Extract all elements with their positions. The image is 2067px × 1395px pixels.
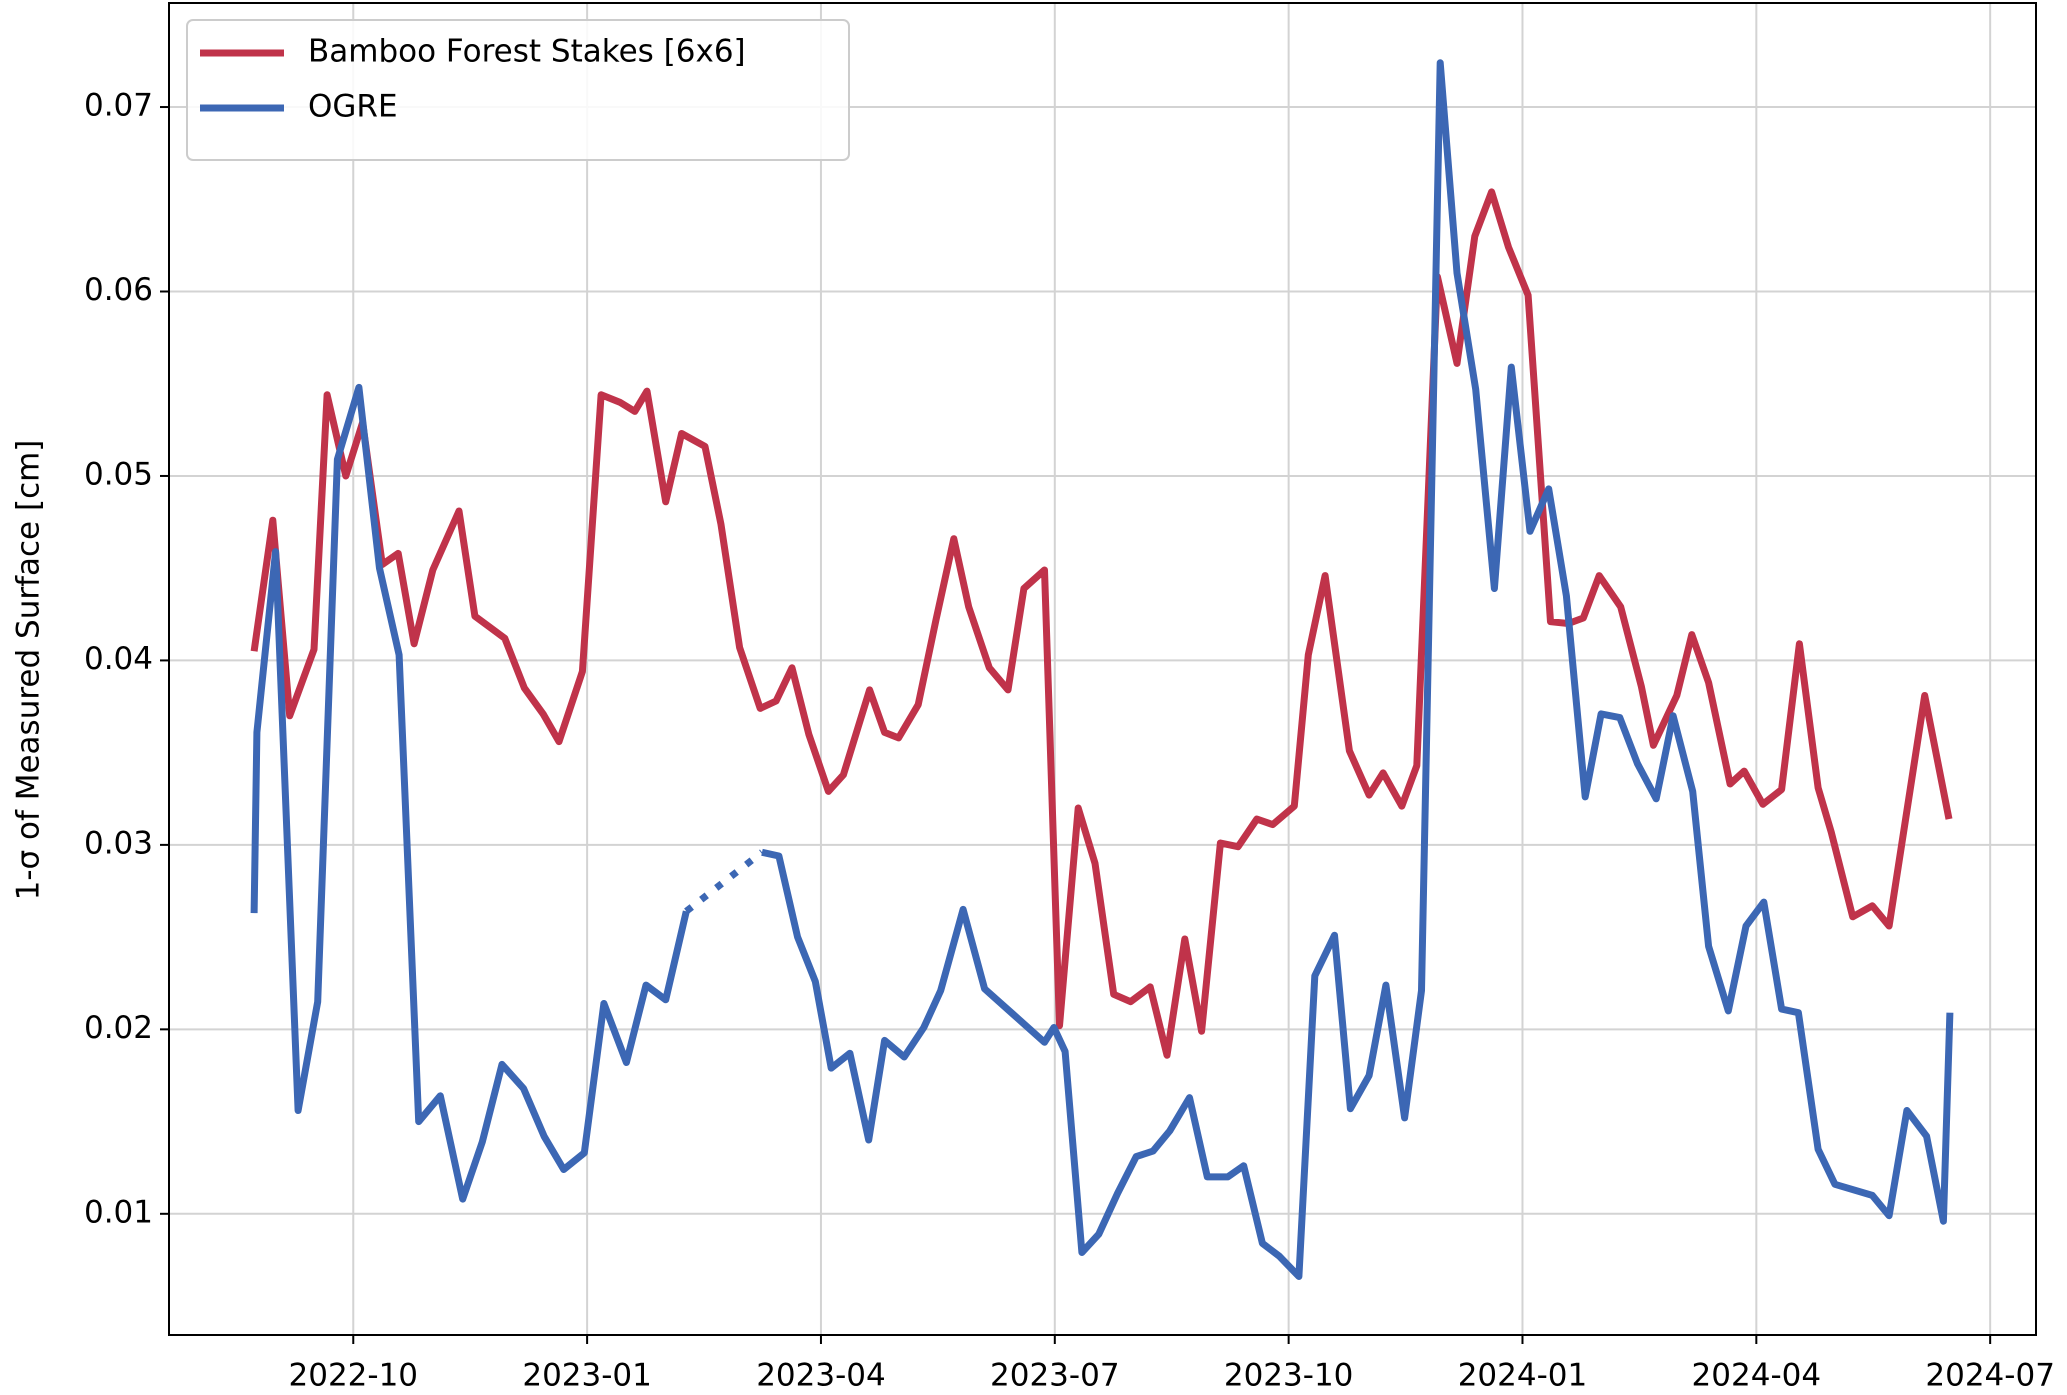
legend-label: Bamboo Forest Stakes [6x6] bbox=[308, 34, 746, 70]
legend-box bbox=[186, 19, 850, 161]
y-tick-label: 0.02 bbox=[84, 1010, 153, 1046]
x-tick-label: 2024-04 bbox=[1692, 1358, 1822, 1394]
series-line bbox=[250, 383, 690, 1203]
x-tick-label: 2023-10 bbox=[1224, 1358, 1354, 1394]
x-tick-label: 2023-01 bbox=[522, 1358, 652, 1394]
y-tick-label: 0.07 bbox=[84, 88, 153, 124]
y-tick-label: 0.04 bbox=[84, 641, 153, 677]
x-tick-label: 2024-01 bbox=[1458, 1358, 1588, 1394]
gap-connector bbox=[684, 849, 765, 915]
series-line bbox=[761, 59, 1954, 1280]
legend-label: OGRE bbox=[308, 89, 398, 125]
y-tick-label: 0.05 bbox=[84, 456, 153, 492]
y-tick-label: 0.01 bbox=[84, 1194, 153, 1230]
y-tick-label: 0.03 bbox=[84, 825, 153, 861]
y-tick-label: 0.06 bbox=[84, 272, 153, 308]
series-line bbox=[250, 188, 1953, 1059]
x-tick-label: 2023-04 bbox=[756, 1358, 886, 1394]
x-tick-label: 2024-07 bbox=[1925, 1358, 2055, 1394]
y-axis-label: 1-σ of Measured Surface [cm] bbox=[11, 440, 47, 901]
x-tick-label: 2023-07 bbox=[990, 1358, 1120, 1394]
x-tick-label: 2022-10 bbox=[289, 1358, 419, 1394]
plot-frame bbox=[168, 2, 2037, 1336]
